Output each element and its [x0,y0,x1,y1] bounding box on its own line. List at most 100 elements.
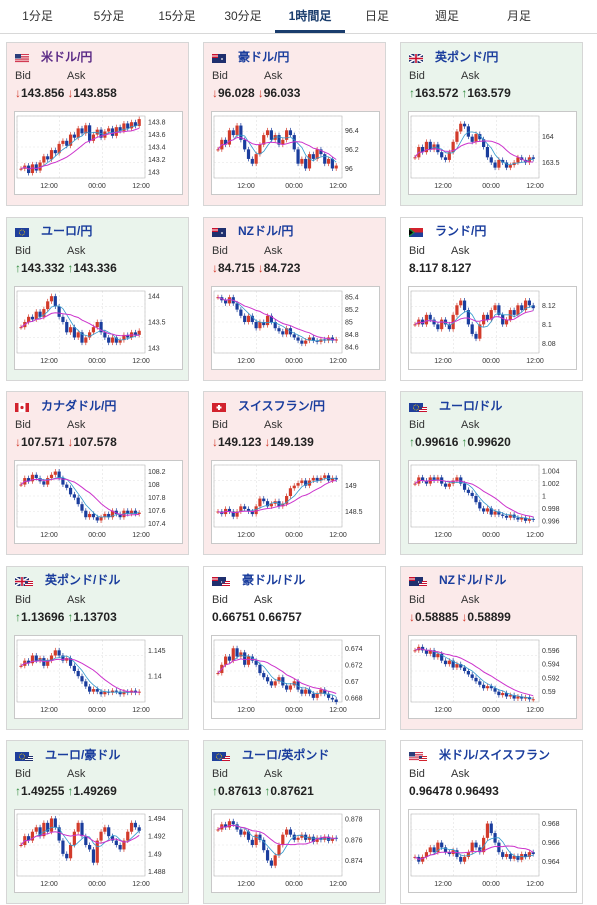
arrow-down-icon: ↓ [212,435,218,449]
ask-value: 107.578 [73,435,117,449]
price-chart[interactable]: 0.596 0.594 0.592 0.59 12:00 00:00 12:00 [408,634,577,719]
candle [38,827,42,837]
ma-short-line [414,131,534,166]
rate-card[interactable]: NZドル/ドル Bid Ask ↓0.58885 ↓0.58899 0.596 0.594… [400,565,583,730]
rate-card[interactable]: 英ポンド/円 Bid Ask ↑163.572 ↑163.579 164 163.5 12:… [400,42,583,206]
x-tick-label: 12:00 [329,183,347,190]
price-chart[interactable]: 108.2 108 107.8 107.6 107.4 12:00 00:00 12:00 [14,460,183,544]
price-chart[interactable]: 0.878 0.876 0.874 12:00 00:00 12:00 [211,809,380,893]
rate-card[interactable]: ユーロ/豪ドル Bid Ask ↑1.49255 ↑1.49269 1.494 1.492… [6,740,189,904]
candle [300,340,304,344]
candle [440,653,444,661]
price-chart[interactable]: 8.12 8.1 8.08 12:00 00:00 12:00 [408,285,577,370]
price-chart[interactable]: 0.674 0.672 0.67 0.668 12:00 00:00 12:00 [211,634,380,719]
candle [239,506,243,512]
rate-card[interactable]: ユーロ/英ポンド Bid Ask ↑0.87613 ↑0.87621 0.878 0.87… [203,740,386,904]
candle [428,314,432,320]
candle [53,295,57,306]
price-chart[interactable]: 149 148.5 12:00 00:00 12:00 [211,460,380,544]
pair-link[interactable]: ユーロ/円 [41,224,93,238]
price-chart[interactable]: 96.4 96.2 96 12:00 00:00 12:00 [211,111,380,195]
candle [269,680,273,685]
bid-value: 0.66751 [212,609,256,624]
candle [459,663,463,668]
bid-value: 8.117 [409,260,439,275]
price-chart[interactable]: 164 163.5 12:00 00:00 12:00 [408,111,577,195]
price-chart[interactable]: 1.004 1.002 1 0.998 0.996 12:00 00:00 12:00 [408,460,577,544]
candle [304,689,308,694]
chart-svg: 0.968 0.966 0.964 12:00 00:00 12:00 [410,813,560,888]
tab-2[interactable]: 15分足 [158,9,196,23]
tab-6[interactable]: 週足 [434,9,459,23]
y-tick-label: 1.14 [148,673,162,680]
pair-link[interactable]: ユーロ/ドル [439,398,503,413]
tab-1[interactable]: 5分足 [93,9,125,23]
rate-card[interactable]: 米ドル/スイスフラン Bid Ask 0.96478 0.96493 0.968 0.96… [400,740,583,904]
pair-link[interactable]: 英ポンド/ドル [45,573,121,587]
tab-7[interactable]: 月足 [506,9,531,23]
rate-card[interactable]: ユーロ/ドル Bid Ask ↑0.99616 ↑0.99620 1.004 1.002 1… [400,391,583,555]
y-tick-label: 1.492 [148,834,166,841]
price-chart[interactable]: 1.494 1.492 1.49 1.488 12:00 00:00 12:00 [14,809,183,893]
candle [133,331,137,335]
price-chart[interactable]: 85.4 85.2 85 84.8 84.6 12:00 00:00 12:00 [211,285,380,370]
x-tick-label: 12:00 [434,358,452,365]
rate-card[interactable]: 米ドル/円 Bid Ask ↓143.856 ↓143.858 143.8 143.6 14… [6,42,189,206]
x-tick-label: 12:00 [132,358,150,365]
x-tick-label: 00:00 [482,358,500,365]
candle [440,152,444,158]
price-chart[interactable]: 144 143.5 143 12:00 00:00 12:00 [14,285,183,370]
pair-link[interactable]: 豪ドル/ドル [242,573,306,587]
rate-card[interactable]: 英ポンド/ドル Bid Ask ↑1.13696 ↑1.13703 1.145 1.14 1… [6,565,189,730]
candle [470,136,474,142]
ask-label: Ask [451,244,470,257]
bid-label: Bid [212,419,228,431]
candle [88,331,92,337]
bid-ask-values: 0.96478 0.96493 [409,784,499,798]
candle [57,471,61,479]
pair-link[interactable]: ユーロ/豪ドル [45,747,121,762]
candle [243,315,247,322]
candle [428,141,432,150]
price-chart[interactable]: 0.968 0.966 0.964 12:00 00:00 12:00 [408,809,577,893]
candle [516,855,520,860]
card-header: ユーロ/英ポンド [212,746,329,762]
rate-card[interactable]: スイスフラン/円 Bid Ask ↓149.123 ↓149.139 149 148.5 1… [203,391,386,555]
pair-link[interactable]: カナダドル/円 [41,398,117,413]
candle [80,504,84,511]
ask-value: 143.858 [73,86,117,100]
pair-link[interactable]: 米ドル/円 [41,49,93,64]
candle [114,840,118,845]
tab-0[interactable]: 1分足 [22,9,53,23]
price-chart[interactable]: 1.145 1.14 12:00 00:00 12:00 [14,634,183,719]
candle [527,300,531,305]
tab-5[interactable]: 日足 [364,9,389,23]
candle [501,692,505,695]
pair-link[interactable]: NZドル/ドル [439,573,507,587]
price-chart[interactable]: 143.8 143.6 143.4 143.2 143 12:00 00:00 12:00 [14,111,183,195]
pair-link[interactable]: ランド/円 [435,224,487,238]
tab-3[interactable]: 30分足 [224,9,262,23]
ask-label: Ask [451,768,470,780]
candle [27,836,31,841]
candle [68,657,73,666]
candle [34,164,38,171]
pair-link[interactable]: 豪ドル/円 [238,49,290,64]
pair-link[interactable]: ユーロ/英ポンド [242,747,330,762]
candle [531,157,535,159]
rate-card[interactable]: ユーロ/円 Bid Ask ↑143.332 ↑143.336 144 143.5 143 1… [6,216,189,381]
pair-link[interactable]: スイスフラン/円 [238,398,325,413]
rate-card[interactable]: ランド/円 Bid Ask 8.117 8.127 8.12 8.1 8.08 12:00 00… [400,216,583,381]
plot-frame [16,115,146,179]
rate-card[interactable]: 豪ドル/円 Bid Ask ↓96.028 ↓96.033 96.4 96.2 96 12:0… [203,42,386,206]
pair-link[interactable]: NZドル/円 [238,224,294,238]
candle [239,309,243,316]
pair-link[interactable]: 英ポンド/円 [435,49,499,64]
rate-card[interactable]: NZドル/円 Bid Ask ↓84.715 ↓84.723 85.4 85.2 85 84.… [203,216,386,381]
x-tick-label: 12:00 [329,707,347,714]
candle [307,689,312,694]
pair-link[interactable]: 米ドル/スイスフラン [439,747,550,762]
rate-card[interactable]: 豪ドル/ドル Bid Ask 0.66751 0.66757 0.674 0.672 0.6… [203,565,386,730]
rate-card[interactable]: カナダドル/円 Bid Ask ↓107.571 ↓107.578 108.2 108 10… [6,391,189,555]
tab-4[interactable]: 1時間足 [275,0,345,33]
